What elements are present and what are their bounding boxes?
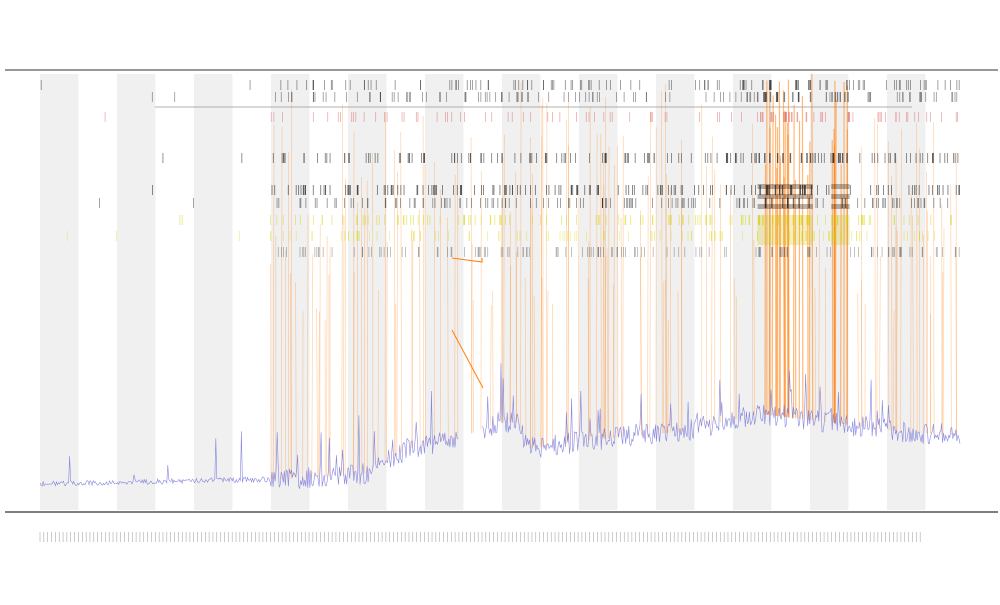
spike-line bbox=[841, 164, 842, 423]
dense-event-block bbox=[758, 184, 813, 189]
background-band bbox=[695, 74, 734, 510]
background-band bbox=[79, 74, 118, 510]
spike-line bbox=[794, 105, 795, 418]
dense-event-block bbox=[758, 194, 813, 199]
dense-yellow-block bbox=[758, 215, 813, 245]
background-band bbox=[233, 74, 272, 510]
spike-line bbox=[784, 177, 785, 417]
dense-yellow-block bbox=[831, 215, 849, 245]
plot-area bbox=[5, 70, 998, 512]
background-band bbox=[156, 74, 195, 510]
background-band bbox=[810, 74, 849, 510]
dense-event-block bbox=[831, 204, 849, 209]
background-band bbox=[464, 74, 503, 510]
background-band bbox=[887, 74, 926, 510]
dense-event-block bbox=[831, 194, 849, 199]
dense-event-block bbox=[758, 204, 813, 209]
background-band bbox=[40, 74, 79, 510]
background-band bbox=[194, 74, 233, 510]
dense-event-block bbox=[831, 184, 849, 189]
x-tick-labels bbox=[40, 532, 920, 542]
background-band bbox=[926, 74, 965, 510]
background-band bbox=[117, 74, 156, 510]
spike-line bbox=[832, 140, 833, 422]
background-band bbox=[849, 74, 888, 510]
